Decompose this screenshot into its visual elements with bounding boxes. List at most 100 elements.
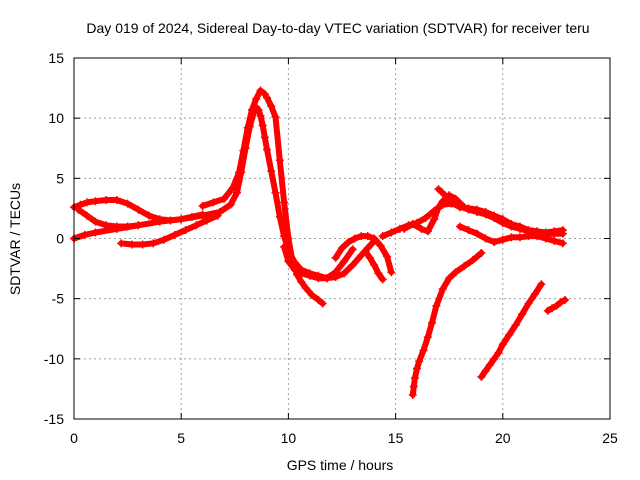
data-point [138, 240, 147, 249]
data-point [498, 215, 507, 224]
data-point [490, 211, 499, 220]
data-point [361, 247, 370, 256]
x-tick-label: 25 [602, 430, 618, 446]
data-point [440, 191, 449, 200]
data-point [112, 195, 121, 204]
data-point [243, 123, 252, 132]
data-point [434, 203, 443, 212]
data-point [82, 211, 91, 220]
data-point [515, 222, 524, 231]
data-point [477, 372, 486, 381]
data-point [518, 310, 527, 319]
data-point [548, 304, 557, 313]
data-point [447, 198, 456, 207]
y-tick-label: 0 [56, 231, 64, 247]
data-point [505, 330, 514, 339]
y-axis-label: SDTVAR / TECUs [7, 183, 23, 295]
data-point [438, 197, 447, 206]
data-point [481, 366, 490, 375]
data-point [228, 183, 237, 192]
data-point [123, 199, 132, 208]
data-point [415, 357, 424, 366]
data-point [192, 221, 201, 230]
series-arc-l [455, 222, 567, 248]
data-point [239, 146, 248, 155]
data-point [365, 253, 374, 262]
y-tick-label: 5 [56, 170, 64, 186]
data-point [198, 210, 207, 219]
x-tick-label: 15 [388, 430, 404, 446]
data-point [376, 241, 385, 250]
data-point [340, 269, 349, 278]
data-point [262, 93, 271, 102]
data-point [220, 194, 229, 203]
data-point [421, 214, 430, 223]
x-tick-label: 5 [177, 430, 185, 446]
data-point [387, 268, 396, 277]
data-point [155, 215, 164, 224]
data-point [187, 212, 196, 221]
data-point [400, 224, 409, 233]
data-point [275, 156, 284, 165]
data-point [550, 227, 559, 236]
data-point [134, 205, 143, 214]
data-point [348, 260, 357, 269]
data-point [91, 228, 100, 237]
data-point [267, 102, 276, 111]
series-arc-f [280, 242, 357, 283]
data-point [160, 235, 169, 244]
data-point [477, 248, 486, 257]
data-point [127, 240, 136, 249]
series-line [281, 243, 356, 282]
y-tick-label: -15 [44, 411, 64, 427]
data-point [258, 121, 267, 130]
data-point [226, 200, 235, 209]
data-point [473, 229, 482, 238]
data-point [370, 260, 379, 269]
data-point [314, 295, 323, 304]
data-point [434, 185, 443, 194]
data-point [123, 222, 132, 231]
y-tick-label: 15 [48, 50, 64, 66]
data-point [350, 234, 359, 243]
data-point [460, 262, 469, 271]
series-line [118, 212, 221, 248]
series-line [478, 281, 545, 380]
data-point [524, 299, 533, 308]
data-point [181, 226, 190, 235]
data-point [305, 271, 314, 280]
data-point [262, 145, 271, 154]
x-tick-label: 10 [281, 430, 297, 446]
data-point [82, 198, 91, 207]
data-point [235, 168, 244, 177]
data-point [256, 111, 265, 120]
data-point [177, 215, 186, 224]
series-arc-j [400, 191, 469, 236]
data-point [438, 285, 447, 294]
data-point [117, 239, 126, 248]
data-point [370, 234, 379, 243]
data-point [515, 233, 524, 242]
data-point [280, 198, 289, 207]
data-point [275, 212, 284, 221]
data-point [455, 203, 464, 212]
data-point [432, 301, 441, 310]
data-point [409, 382, 418, 391]
data-point [468, 256, 477, 265]
data-point [297, 269, 306, 278]
data-point [419, 346, 428, 355]
data-point [413, 364, 422, 373]
data-point [348, 245, 357, 254]
series-arc-h [361, 247, 387, 284]
data-point [284, 234, 293, 243]
data-point [451, 268, 460, 277]
data-point [485, 360, 494, 369]
data-point [543, 306, 552, 315]
data-point [378, 232, 387, 241]
data-point [560, 295, 569, 304]
data-point [166, 216, 175, 225]
data-point [202, 216, 211, 225]
data-point [271, 112, 280, 121]
data-point [260, 133, 269, 142]
